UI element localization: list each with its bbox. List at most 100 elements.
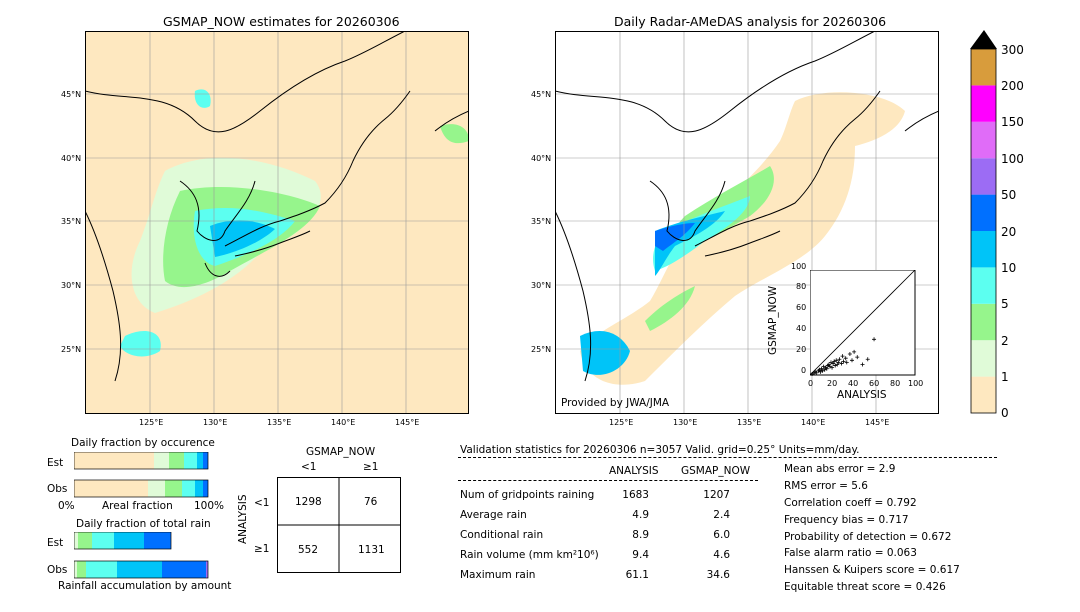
total-rain-bars — [74, 532, 209, 579]
scatter-point — [847, 352, 852, 356]
total-rain-title: Daily fraction of total rain — [76, 518, 211, 530]
cb-label-200: 200 — [1001, 79, 1024, 93]
colorbar-band-8 — [971, 85, 996, 122]
left-lat-25: 25°N — [61, 345, 82, 354]
scatter-point — [824, 366, 829, 371]
stat-label-volume: Rain volume (mm km²10⁶) — [460, 549, 599, 561]
left-lon-145: 145°E — [395, 418, 420, 427]
stat-gsmap-maximum: 34.6 — [706, 569, 730, 581]
scatter-point — [872, 337, 877, 342]
scatter-point — [810, 371, 815, 376]
right-lon-140: 140°E — [801, 418, 826, 427]
stat-gsmap-gridpoints: 1207 — [703, 489, 730, 501]
right-rain-south — [580, 331, 630, 375]
stat-label-conditional: Conditional rain — [460, 529, 544, 541]
tot-est-frame — [74, 532, 172, 550]
contingency-d: 1131 — [358, 544, 385, 556]
total-obs-label: Obs — [47, 564, 68, 576]
colorbar-extend-arrow — [970, 30, 997, 49]
colorbar-band-1 — [971, 340, 996, 377]
colorbar-band-6 — [971, 158, 996, 195]
occ-obs-frame — [74, 479, 209, 498]
left-map-frame — [85, 31, 469, 414]
scatter-point — [860, 362, 865, 367]
stat-analysis-gridpoints: 1683 — [622, 489, 649, 501]
scatter-points — [810, 337, 877, 376]
scatter-point — [840, 354, 845, 359]
cb-label-300: 300 — [1001, 43, 1024, 57]
scatter-point — [855, 355, 860, 360]
colorbar-band-4 — [971, 231, 996, 268]
tot-obs-frame — [74, 560, 209, 579]
cb-label-1: 1 — [1001, 370, 1009, 384]
right-lon-135: 135°E — [737, 418, 762, 427]
occurrence-bars — [74, 452, 209, 498]
cb-label-100: 100 — [1001, 152, 1024, 166]
scatter-point — [841, 359, 846, 364]
right-lon-125: 125°E — [609, 418, 634, 427]
tot-est-seg-10 — [114, 532, 144, 549]
scatter-point — [835, 362, 840, 367]
colorbar-band-0 — [971, 376, 996, 413]
contingency-row-ge: ≥1 — [254, 543, 270, 555]
tot-obs-seg-1 — [74, 561, 77, 578]
score-mae: Mean abs error = 2.9 — [784, 463, 896, 475]
score-far: False alarm ratio = 0.063 — [784, 547, 917, 559]
scatter-point — [836, 360, 841, 365]
scatter-ytick-0: 0 — [801, 366, 807, 375]
rainfall-accumulation-label: Rainfall accumulation by amount — [58, 580, 232, 592]
colorbar-frame — [970, 48, 997, 414]
scatter-point — [819, 366, 824, 371]
scatter-ytick-100: 100 — [791, 262, 807, 271]
scatter-xtick-60: 60 — [869, 379, 880, 388]
score-hk: Hanssen & Kuipers score = 0.617 — [784, 564, 960, 576]
scatter-point — [829, 360, 833, 365]
colorbar-band-5 — [971, 194, 996, 231]
left-rain-east — [440, 124, 469, 144]
stat-analysis-maximum: 61.1 — [625, 569, 649, 581]
left-map-title: GSMAP_NOW estimates for 20260306 — [163, 14, 400, 29]
scatter-point — [831, 361, 836, 366]
validation-header: Validation statistics for 20260306 n=305… — [460, 444, 860, 456]
scatter-point — [837, 357, 842, 362]
score-ets: Equitable threat score = 0.426 — [784, 581, 946, 593]
occ-obs-seg-5 — [182, 480, 195, 497]
contingency-row-header: ANALYSIS — [237, 494, 249, 544]
left-lat-45: 45°N — [61, 90, 82, 99]
tot-est-seg-5 — [92, 532, 114, 549]
right-lon-130: 130°E — [673, 418, 698, 427]
cb-label-10: 10 — [1001, 261, 1017, 275]
stat-label-maximum: Maximum rain — [460, 569, 536, 581]
occ-obs-seg-1 — [148, 480, 165, 497]
validation-col-rule — [458, 480, 758, 481]
tot-obs-seg-50 — [206, 561, 208, 578]
scatter-point — [821, 364, 826, 369]
right-coastlines — [555, 31, 939, 382]
scatter-point — [814, 370, 819, 375]
colorbar — [970, 30, 997, 414]
scatter-point — [844, 360, 849, 365]
tot-est-seg-2 — [78, 532, 92, 549]
occ-est-seg-2 — [169, 452, 184, 469]
occ-est-seg-10 — [197, 452, 203, 469]
scatter-diagonal — [810, 270, 916, 376]
colorbar-band-3 — [971, 267, 996, 304]
data-credit: Provided by JWA/JMA — [561, 397, 670, 409]
right-rain-south-mid — [645, 286, 695, 331]
scatter-point — [818, 369, 823, 374]
stat-label-average: Average rain — [460, 509, 527, 521]
cb-label-50: 50 — [1001, 188, 1017, 202]
contingency-b: 76 — [364, 496, 378, 508]
scatter-ytick-40: 40 — [796, 324, 807, 333]
scatter-ytick-80: 80 — [796, 282, 807, 291]
stat-analysis-conditional: 8.9 — [632, 529, 649, 541]
axis-100pct: 100% — [194, 500, 225, 512]
right-lon-145: 145°E — [865, 418, 890, 427]
tot-obs-seg-20 — [162, 561, 206, 578]
validation-col-gsmap: GSMAP_NOW — [681, 465, 751, 477]
total-est-label: Est — [47, 537, 64, 549]
scatter-point — [850, 358, 854, 363]
scatter-ytick-20: 20 — [796, 345, 807, 354]
cb-label-0: 0 — [1001, 406, 1009, 420]
stat-gsmap-conditional: 6.0 — [713, 529, 730, 541]
